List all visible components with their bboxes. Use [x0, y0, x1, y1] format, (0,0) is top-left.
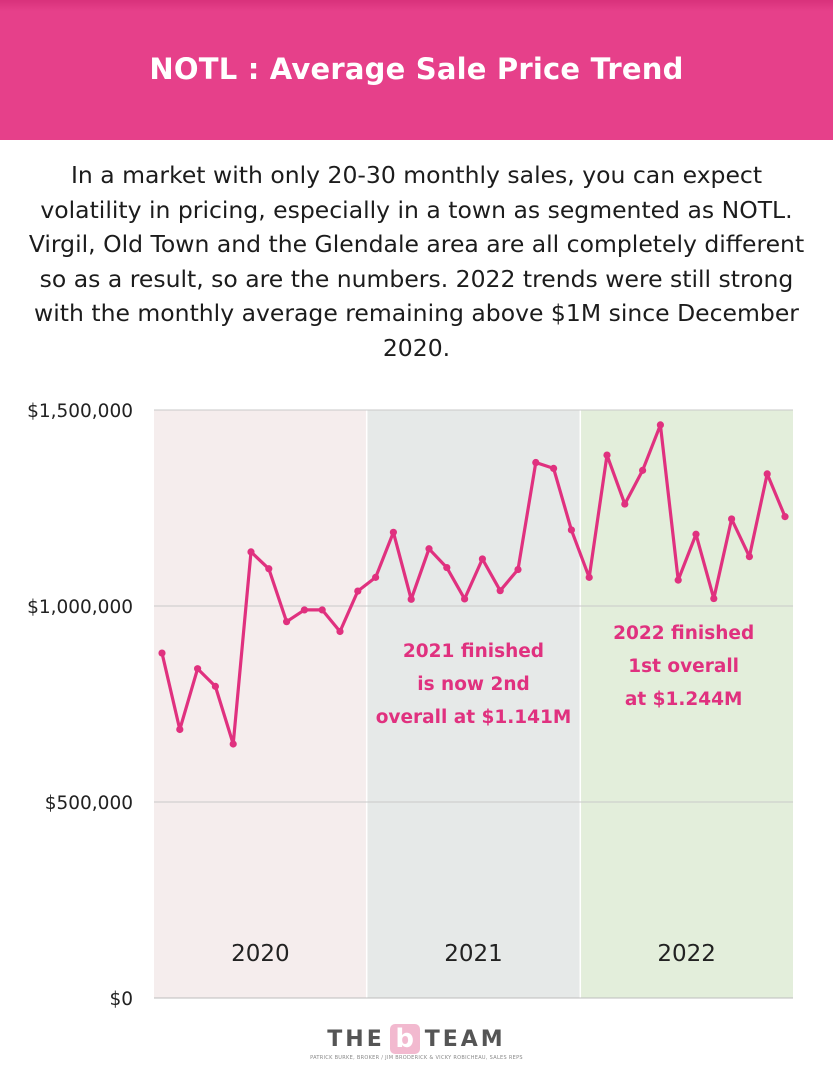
- logo-tagline: PATRICK BURKE, BROKER / JIM BRODERICK & …: [310, 1055, 523, 1061]
- data-point: [354, 587, 362, 595]
- data-point: [728, 515, 736, 523]
- period-label: 2021: [444, 941, 503, 967]
- data-point: [639, 466, 647, 474]
- data-point: [247, 548, 255, 556]
- price-trend-chart: $0 $500,000 $1,000,000 $1,500,000 2020 2021 20…: [27, 401, 793, 1010]
- data-point: [372, 573, 380, 581]
- annotation-text: 2021 finished: [403, 641, 544, 662]
- data-point: [621, 500, 629, 508]
- data-point: [336, 627, 344, 636]
- annotation-text: overall at $1.141M: [376, 707, 572, 728]
- data-point: [176, 725, 184, 734]
- footer-logo: THE b TEAM PATRICK BURKE, BROKER / JIM B…: [0, 1024, 833, 1061]
- period-band-2022: [580, 410, 793, 998]
- intro-paragraph: In a market with only 20-30 monthly sale…: [28, 161, 805, 362]
- data-point: [461, 595, 469, 603]
- period-band-2020: [154, 410, 367, 998]
- data-point: [300, 606, 308, 614]
- data-point: [443, 563, 451, 572]
- data-point: [567, 526, 576, 534]
- data-point: [389, 528, 397, 536]
- data-point: [781, 513, 789, 521]
- data-point: [585, 573, 593, 581]
- page-title: NOTL : Average Sale Price Trend: [149, 52, 684, 86]
- data-point: [229, 740, 237, 748]
- annotation-text: is now 2nd: [417, 674, 530, 695]
- data-point: [478, 555, 486, 563]
- logo-right: TEAM: [424, 1026, 506, 1052]
- data-point: [532, 458, 540, 467]
- team-logo: THE b TEAM: [327, 1024, 505, 1054]
- data-point: [745, 553, 754, 561]
- data-point: [514, 565, 522, 574]
- logo-b-icon: b: [389, 1024, 420, 1054]
- period-band-2021: [366, 410, 581, 998]
- annotation-text: 1st overall: [628, 656, 739, 677]
- annotation-text: at $1.244M: [625, 689, 743, 710]
- header-banner: NOTL : Average Sale Price Trend: [0, 0, 833, 140]
- data-point: [158, 649, 166, 657]
- data-point: [283, 618, 291, 626]
- y-tick-label: $1,500,000: [27, 401, 133, 422]
- data-point: [603, 451, 611, 459]
- period-label: 2020: [231, 941, 290, 967]
- data-point: [425, 545, 433, 553]
- y-tick-label: $0: [109, 989, 133, 1010]
- data-point: [550, 464, 558, 473]
- data-point: [265, 565, 273, 573]
- data-point: [710, 594, 718, 603]
- series-line: [160, 423, 787, 746]
- period-label: 2022: [657, 941, 716, 967]
- data-point: [318, 606, 326, 614]
- logo-left: THE: [327, 1026, 385, 1052]
- annotation-text: 2022 finished: [613, 623, 754, 644]
- y-tick-label: $500,000: [45, 793, 133, 814]
- data-point: [674, 576, 682, 584]
- data-point: [692, 530, 700, 538]
- data-point: [407, 595, 415, 603]
- y-tick-label: $1,000,000: [27, 597, 133, 618]
- data-point: [211, 682, 219, 690]
- data-point: [763, 470, 771, 478]
- data-point: [194, 665, 202, 673]
- data-point: [496, 587, 504, 595]
- data-point: [656, 421, 665, 429]
